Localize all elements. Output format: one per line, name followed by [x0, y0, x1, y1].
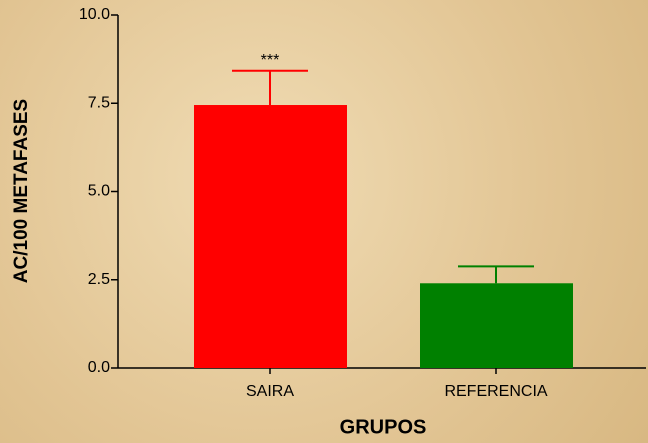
y-axis-title: AC/100 METAFASES: [11, 99, 32, 283]
bar: [194, 105, 347, 368]
y-tick-label: 0.0: [88, 359, 110, 376]
x-tick-label: REFERENCIA: [444, 383, 547, 400]
x-tick-label: SAIRA: [246, 383, 294, 400]
bar: [420, 283, 573, 368]
x-axis-title: GRUPOS: [340, 416, 427, 438]
y-tick-label: 7.5: [88, 94, 110, 111]
y-tick-label: 10.0: [79, 6, 110, 23]
y-tick-label: 5.0: [88, 183, 110, 200]
annotation: ***: [261, 52, 280, 69]
y-tick-label: 2.5: [88, 271, 110, 288]
